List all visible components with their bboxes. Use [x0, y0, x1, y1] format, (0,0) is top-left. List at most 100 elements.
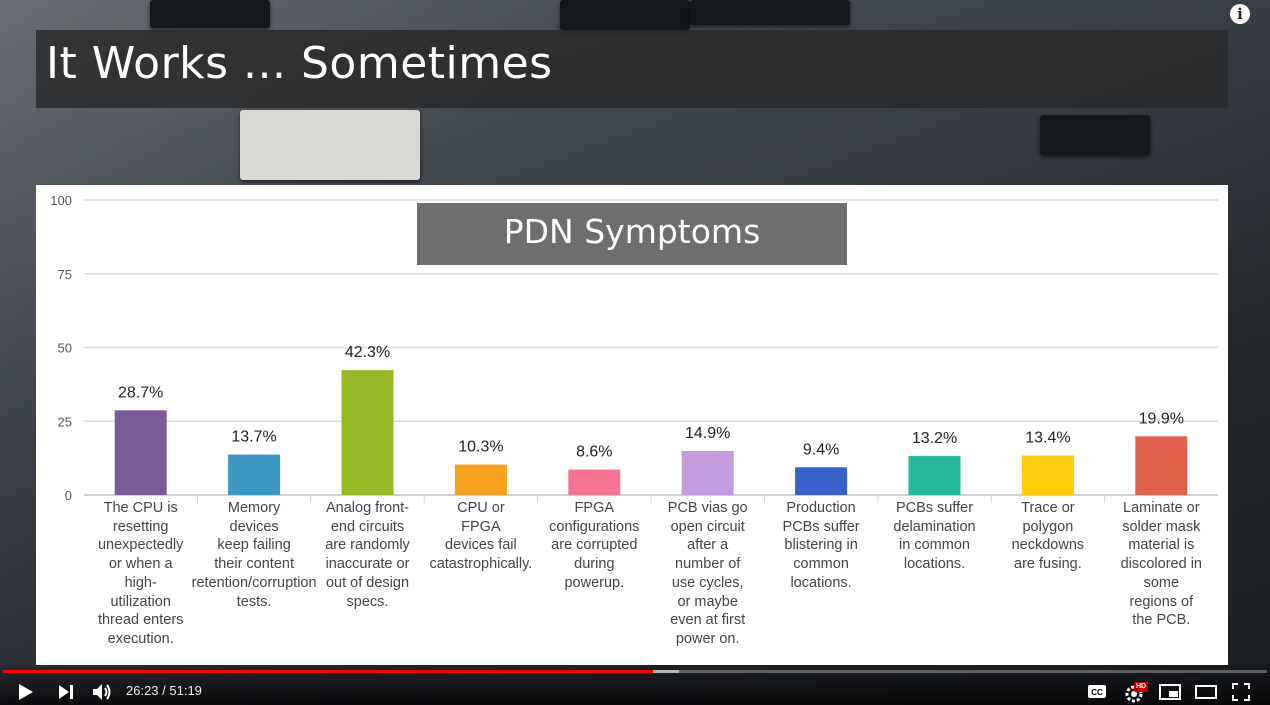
slide-title-bar — [36, 30, 1228, 108]
category-label-line: tests. — [236, 593, 272, 610]
category-label-line: even at first — [670, 612, 746, 629]
category-label-line: devices — [229, 518, 279, 535]
category-label-line: regions of — [1129, 593, 1194, 610]
next-icon[interactable] — [58, 684, 74, 700]
progress-played — [3, 670, 653, 673]
category-label-line: specs. — [346, 593, 389, 610]
bar — [795, 467, 848, 495]
bar — [568, 469, 621, 495]
category-label-line: are corrupted — [551, 537, 638, 554]
bar — [341, 370, 394, 495]
category-label-line: open circuit — [670, 518, 745, 535]
category-label-line: The CPU is — [103, 500, 178, 516]
category-label-line: locations. — [903, 556, 966, 573]
category-label-line: neckdowns — [1011, 537, 1085, 554]
category-label-line: PCBs suffer — [895, 500, 974, 516]
bar — [1135, 436, 1188, 495]
data-label: 14.9% — [685, 425, 730, 442]
category-label-line: blistering in — [784, 537, 858, 554]
data-label: 19.9% — [1139, 410, 1184, 427]
category-label-line: in common — [899, 537, 970, 554]
category-label-line: out of design — [325, 574, 410, 591]
bar — [228, 454, 281, 495]
category-label-line: PCB vias go — [667, 500, 748, 516]
chart-title: PDN Symptoms — [503, 212, 761, 251]
data-label: 13.2% — [912, 430, 957, 447]
category-label-line: or maybe — [677, 593, 738, 610]
data-label: 9.4% — [803, 441, 839, 458]
hd-badge: HD — [1134, 682, 1149, 692]
category-label-line: catastrophically. — [429, 556, 533, 573]
background-chip — [560, 0, 690, 30]
data-label: 13.4% — [1025, 429, 1070, 446]
category-label-line: retention/corruption — [191, 574, 317, 591]
category-label-line: delamination — [893, 518, 976, 535]
category-label-line: polygon — [1022, 518, 1074, 535]
captions-label: CC — [1091, 688, 1103, 697]
category-label-line: powerup. — [564, 574, 625, 591]
miniplayer-icon[interactable] — [1159, 684, 1181, 700]
category-label-line: the PCB. — [1132, 612, 1191, 629]
chart-panel: 0 25 50 75 100 28.7% 13.7% 42.3% 10.3% 8.6% 14.9% 9… — [36, 185, 1228, 665]
category-label-line: CPU or — [457, 500, 505, 516]
data-label: 13.7% — [231, 429, 276, 446]
category-label-line: keep failing — [217, 537, 291, 554]
category-label-line: utilization — [110, 593, 171, 610]
pdn-bar-chart: 0 25 50 75 100 28.7% 13.7% 42.3% 10.3% 8.6% 14.9% 9… — [50, 193, 1218, 503]
background-chip — [240, 110, 420, 180]
slide-title: It Works ... Sometimes — [46, 38, 553, 89]
category-label-line: high- — [124, 574, 157, 591]
category-label-line: resetting — [112, 518, 169, 535]
y-tick-label: 0 — [65, 488, 72, 503]
category-label-line: after a — [687, 537, 729, 554]
y-tick-label: 100 — [50, 193, 72, 208]
bar — [114, 410, 167, 495]
background-chip — [150, 0, 270, 28]
category-label-line: number of — [675, 556, 741, 573]
chart-title-box — [417, 203, 847, 265]
category-label-line: Laminate or — [1123, 500, 1200, 516]
bar — [681, 451, 734, 495]
category-label-line: unexpectedly — [97, 537, 184, 554]
category-label: Laminate or solder mask material is discolo… — [1105, 499, 1217, 630]
theater-icon[interactable] — [1195, 685, 1217, 699]
bar — [1021, 455, 1074, 495]
category-label-line: PCBs suffer — [782, 518, 860, 535]
category-label: Memory devices keep failing their content re… — [192, 499, 317, 611]
bar — [908, 456, 961, 495]
category-label: Analog front-end circuits are randomly ina… — [312, 499, 424, 611]
category-label-line: inaccurate or — [325, 556, 410, 573]
category-label-line: Memory — [227, 500, 281, 516]
category-label-line: configurations — [549, 518, 640, 535]
bar — [454, 464, 507, 495]
category-label-line: power on. — [675, 630, 740, 647]
category-label: FPGA configurations are corrupted during pow… — [538, 499, 650, 593]
category-label-line: are randomly — [325, 537, 410, 554]
background-chip — [690, 0, 850, 25]
category-label-line: thread enters — [97, 612, 184, 629]
category-label: Production PCBs suffer blistering in common… — [765, 499, 877, 593]
category-label: PCBs suffer delamination in common location… — [879, 499, 991, 574]
settings-button[interactable]: HD — [1124, 682, 1149, 704]
category-label: CPU or FPGA devices fail catastrophically. — [425, 499, 537, 574]
category-label-line: discolored in — [1120, 556, 1202, 573]
data-label: 42.3% — [345, 344, 390, 361]
category-label-line: or when a — [108, 556, 173, 573]
category-label-line: material is — [1128, 537, 1195, 554]
captions-icon[interactable]: CC — [1087, 684, 1107, 699]
category-label-line: end circuits — [330, 518, 405, 535]
play-icon[interactable] — [18, 683, 34, 701]
fullscreen-icon[interactable] — [1232, 683, 1250, 701]
category-label-line: Trace or — [1021, 500, 1075, 516]
category-label-line: Analog front- — [325, 500, 410, 516]
y-tick-label: 50 — [58, 341, 72, 356]
category-label: PCB vias go open circuit after a number of u… — [652, 499, 764, 649]
category-label-line: solder mask — [1122, 518, 1201, 535]
category-label-line: FPGA — [574, 500, 615, 516]
data-label: 8.6% — [576, 444, 612, 461]
data-label: 10.3% — [458, 439, 503, 456]
category-label-line: common — [793, 556, 849, 573]
volume-icon[interactable] — [92, 682, 114, 702]
category-label-line: FPGA — [461, 518, 501, 535]
info-icon[interactable]: i — [1230, 4, 1250, 24]
